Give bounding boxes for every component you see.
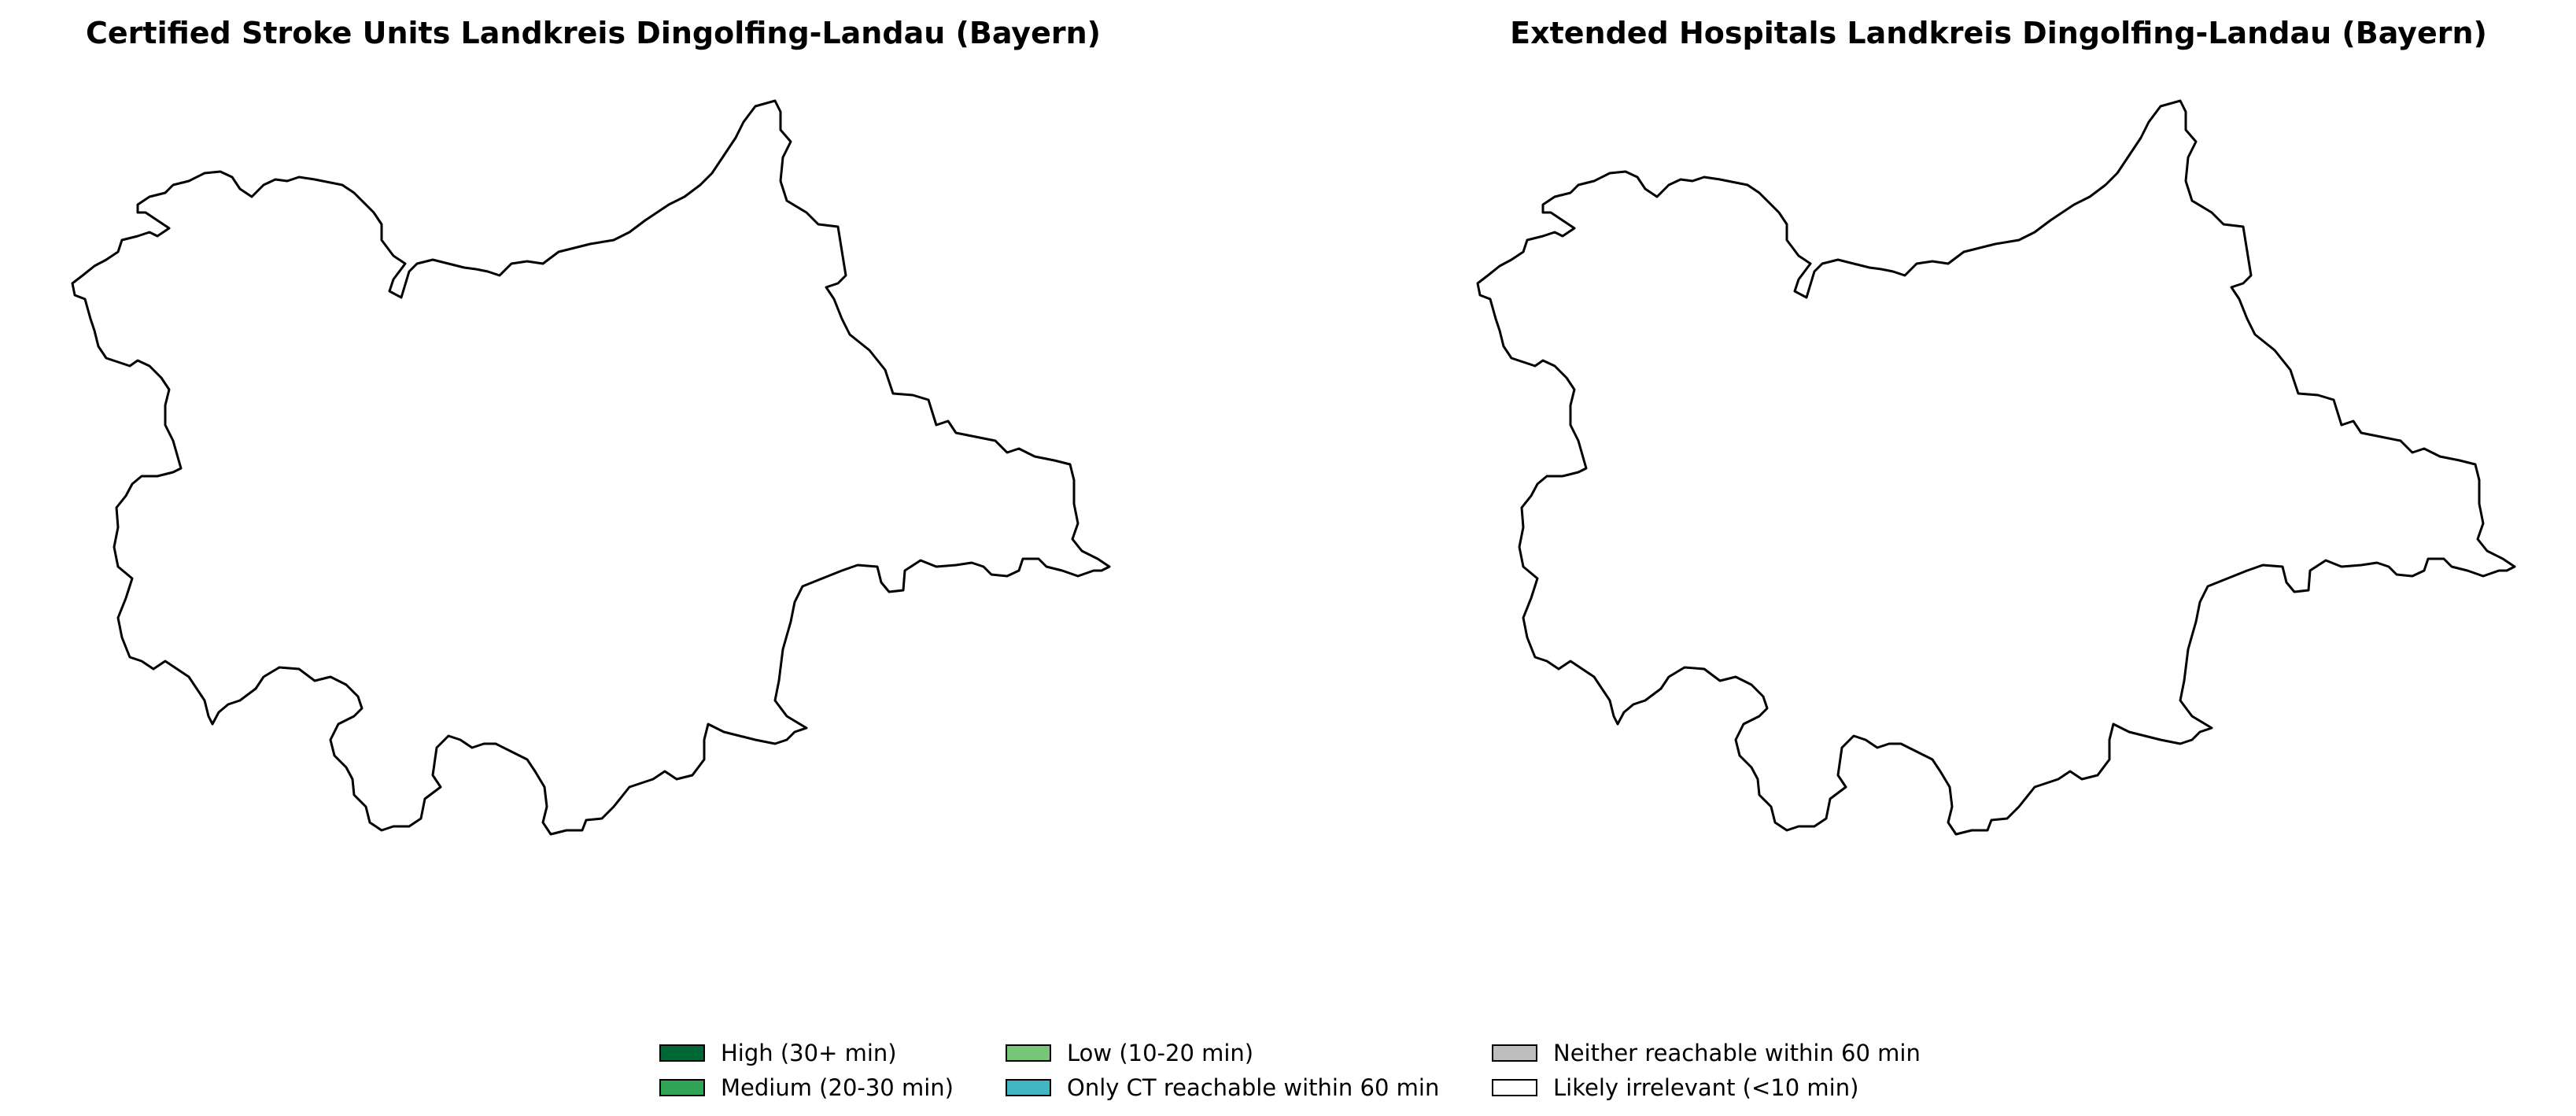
- district-outline: [1476, 99, 2516, 836]
- legend-label-medium: Medium (20-30 min): [721, 1074, 954, 1101]
- legend-item-high: High (30+ min): [659, 1037, 897, 1069]
- map-title-extended-hospitals: Extended Hospitals Landkreis Dingolfing-…: [1510, 16, 2487, 50]
- legend-label-neither: Neither reachable within 60 min: [1553, 1040, 1921, 1066]
- legend-item-only-ct: Only CT reachable within 60 min: [1006, 1072, 1439, 1103]
- map-stroke-units: [71, 99, 1111, 836]
- legend-label-only-ct: Only CT reachable within 60 min: [1067, 1074, 1440, 1101]
- legend-swatch-low: [1006, 1044, 1051, 1062]
- legend-label-high: High (30+ min): [721, 1040, 897, 1066]
- legend-label-irrelevant: Likely irrelevant (<10 min): [1553, 1074, 1859, 1101]
- legend-item-medium: Medium (20-30 min): [659, 1072, 954, 1103]
- legend-swatch-high: [659, 1044, 705, 1062]
- legend-item-irrelevant: Likely irrelevant (<10 min): [1492, 1072, 1858, 1103]
- map-title-stroke-units: Certified Stroke Units Landkreis Dingolf…: [86, 16, 1101, 50]
- district-outline: [71, 99, 1111, 836]
- legend-label-low: Low (10-20 min): [1067, 1040, 1254, 1066]
- map-extended-hospitals: [1476, 99, 2516, 836]
- legend-item-low: Low (10-20 min): [1006, 1037, 1253, 1069]
- legend-swatch-medium: [659, 1079, 705, 1096]
- legend-swatch-neither: [1492, 1044, 1537, 1062]
- legend-swatch-irrelevant: [1492, 1079, 1537, 1096]
- legend: High (30+ min) Medium (20-30 min) Low (1…: [659, 1037, 1934, 1110]
- legend-swatch-only-ct: [1006, 1079, 1051, 1096]
- legend-item-neither: Neither reachable within 60 min: [1492, 1037, 1921, 1069]
